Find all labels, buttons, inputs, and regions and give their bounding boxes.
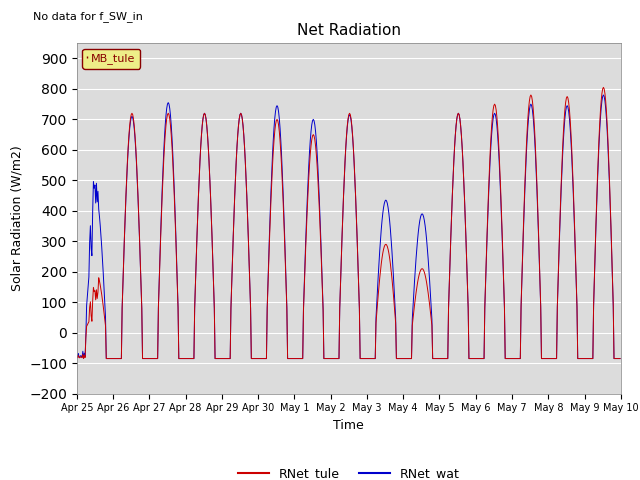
RNet_tule (431, 356, 439, 361)
RNet_wat (415, 223, 423, 228)
RNet_wat (195, 193, 202, 199)
Title: Net Radiation: Net Radiation (297, 23, 401, 38)
RNet_tule (73, 355, 81, 361)
RNet_tule (83, 331, 90, 337)
RNet_tule (195, 193, 202, 199)
RNet_tule (223, 356, 231, 361)
RNet_wat (102, 356, 110, 361)
Y-axis label: Solar Radiation (W/m2): Solar Radiation (W/m2) (10, 145, 24, 291)
RNet_tule (616, 356, 624, 361)
Legend: RNet_tule, RNet_wat: RNet_tule, RNet_wat (233, 462, 465, 480)
RNet_wat (600, 92, 607, 98)
X-axis label: Time: Time (333, 419, 364, 432)
RNet_wat (616, 356, 624, 361)
Text: No data for f_SW_in: No data for f_SW_in (33, 11, 143, 22)
RNet_wat (223, 356, 231, 361)
RNet_tule (140, 356, 147, 361)
Line: RNet_wat: RNet_wat (77, 95, 620, 359)
RNet_wat (83, 319, 90, 324)
RNet_tule (415, 272, 423, 278)
RNet_wat (431, 356, 439, 361)
RNet_tule (600, 84, 607, 90)
RNet_tule (102, 356, 110, 361)
Line: RNet_tule: RNet_tule (77, 87, 620, 359)
RNet_wat (73, 355, 81, 361)
RNet_wat (140, 356, 147, 361)
